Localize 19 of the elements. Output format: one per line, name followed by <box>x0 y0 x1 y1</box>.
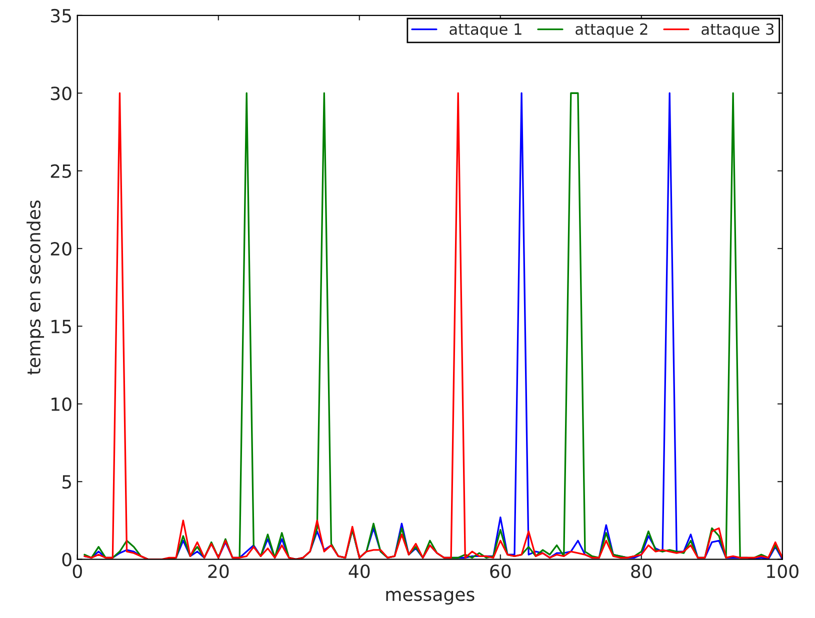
x-tick-label: 60 <box>490 564 511 578</box>
legend-label: attaque 1 <box>450 24 522 38</box>
x-tick-label: 100 <box>767 564 798 578</box>
x-axis-title: messages <box>386 590 474 605</box>
y-tick-label: 15 <box>52 320 71 334</box>
x-tick-label: 0 <box>72 564 82 578</box>
y-axis-title: temps en secondes <box>26 200 44 375</box>
legend-label: attaque 3 <box>702 23 774 38</box>
x-tick-label: 20 <box>208 564 229 578</box>
y-tick-label: 35 <box>50 8 71 23</box>
y-tick-label: 25 <box>50 164 71 178</box>
legend-label: attaque 2 <box>576 23 648 38</box>
y-tick-label: 20 <box>50 242 72 256</box>
x-tick-label: 40 <box>348 564 370 578</box>
y-tick-label: 5 <box>62 475 71 489</box>
y-tick-label: 0 <box>62 552 72 566</box>
y-tick-label: 10 <box>52 397 72 412</box>
x-tick-label: 80 <box>631 564 652 578</box>
y-tick-label: 30 <box>50 86 72 100</box>
